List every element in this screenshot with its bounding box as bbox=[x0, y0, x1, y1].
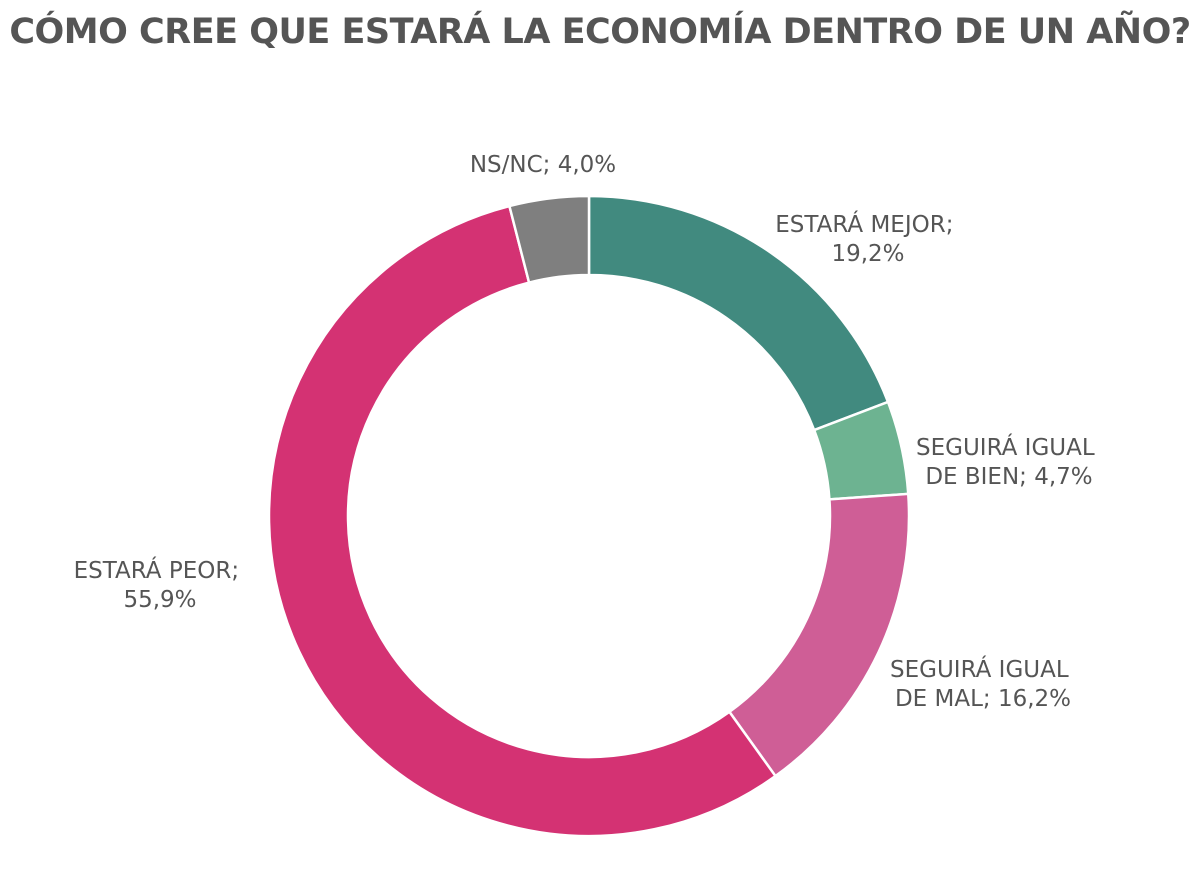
slice-labels: ESTARÁ MEJOR; 19,2% SEGUIRÁ IGUAL DE BIE… bbox=[74, 152, 1102, 712]
slice-label-estara-peor: ESTARÁ PEOR; 55,9% bbox=[74, 556, 247, 613]
chart-title: CÓMO CREE QUE ESTARÁ LA ECONOMÍA DENTRO … bbox=[9, 12, 1191, 52]
slice-nsnc bbox=[507, 194, 591, 285]
donut-slices bbox=[267, 194, 911, 838]
slice-label-nsnc: NS/NC; 4,0% bbox=[470, 152, 616, 178]
slice-label-estara-mejor: ESTARÁ MEJOR; 19,2% bbox=[775, 210, 961, 267]
slice-label-igual-mal-line2: DE MAL; 16,2% bbox=[895, 686, 1071, 712]
slice-label-estara-peor-line1: ESTARÁ PEOR; bbox=[74, 556, 239, 584]
slice-label-estara-mejor-line1: ESTARÁ MEJOR; bbox=[775, 210, 953, 238]
slice-label-igual-mal: SEGUIRÁ IGUAL DE MAL; 16,2% bbox=[890, 655, 1076, 712]
slice-igual-mal bbox=[727, 492, 911, 778]
slice-label-igual-mal-line1: SEGUIRÁ IGUAL bbox=[890, 655, 1069, 683]
slice-label-estara-mejor-value: 19,2% bbox=[831, 241, 904, 267]
slice-estara-peor bbox=[267, 204, 778, 838]
slice-label-igual-bien: SEGUIRÁ IGUAL DE BIEN; 4,7% bbox=[916, 433, 1102, 490]
slice-label-estara-peor-value: 55,9% bbox=[123, 587, 196, 613]
slice-label-igual-bien-line1: SEGUIRÁ IGUAL bbox=[916, 433, 1095, 461]
slice-label-igual-bien-line2: DE BIEN; 4,7% bbox=[925, 464, 1092, 490]
